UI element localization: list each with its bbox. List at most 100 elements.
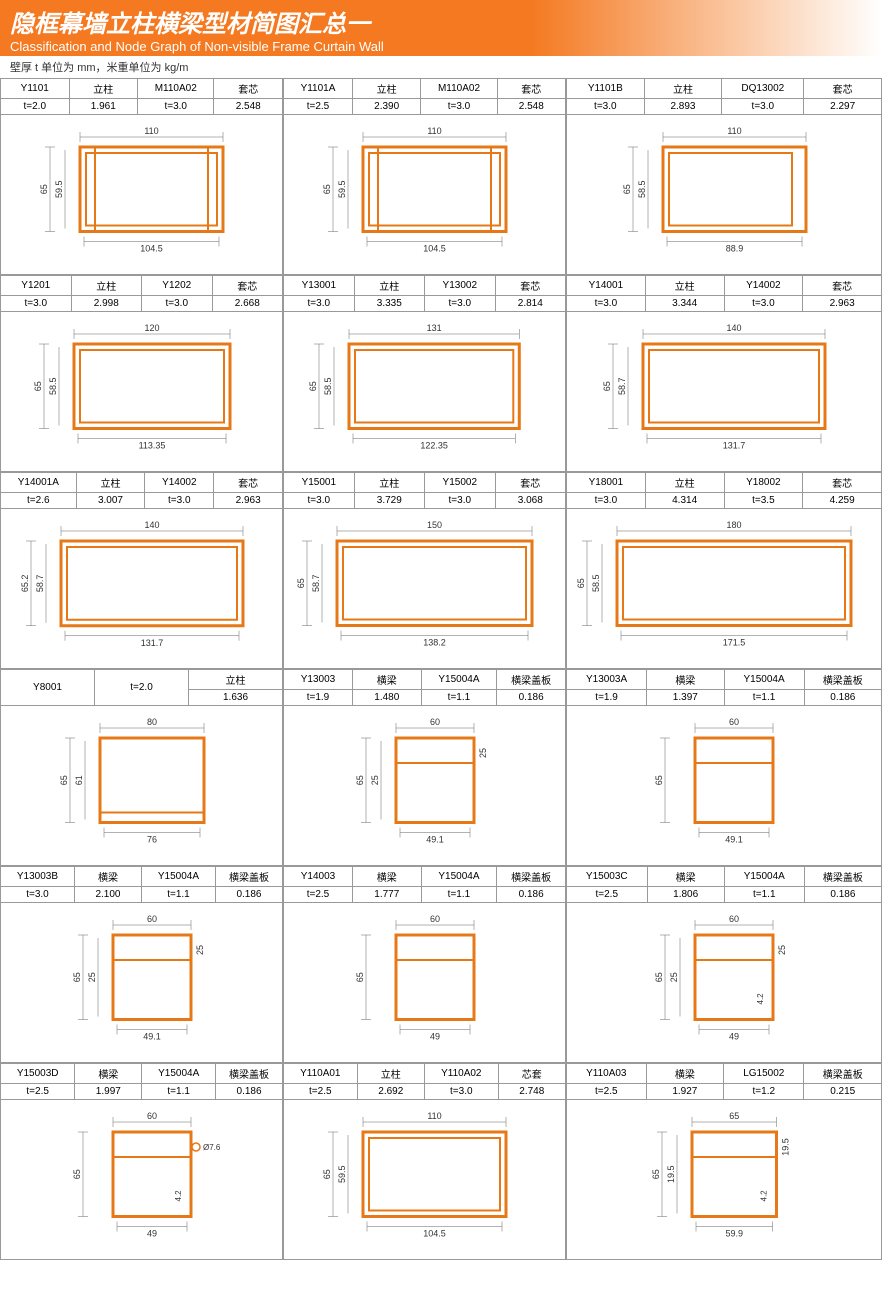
val-cell: t=3.0 (1, 296, 72, 312)
hdr-cell: Y15004A (724, 867, 804, 887)
val-cell: t=3.0 (1, 887, 75, 903)
val-cell: t=3.0 (567, 296, 646, 312)
hdr-cell: Y1101A (284, 79, 353, 99)
val-cell: t=1.1 (421, 887, 497, 903)
profile-grid: Y1101立柱M110A02套芯t=2.01.961t=3.02.548 110 6… (0, 78, 882, 1260)
hdr-cell: 立柱 (354, 473, 424, 493)
spec-table: Y13001立柱Y13002套芯t=3.03.335t=3.02.814 (283, 275, 566, 312)
hdr-cell: Y1101B (567, 79, 645, 99)
svg-text:25: 25 (87, 972, 97, 982)
val-cell: t=3.0 (142, 296, 213, 312)
svg-text:25: 25 (370, 775, 380, 785)
profile-cell: Y1101A立柱M110A02套芯t=2.52.390t=3.02.548110… (283, 78, 566, 275)
val-cell: 2.668 (212, 296, 283, 312)
hdr-cell: 横梁盖板 (497, 670, 566, 690)
hdr-cell: Y14001A (1, 473, 77, 493)
hdr-cell: 套芯 (803, 473, 882, 493)
svg-text:65: 65 (651, 1169, 661, 1179)
diagram: 1506558.7138.2 (283, 509, 566, 669)
svg-text:49: 49 (429, 1032, 439, 1042)
profile-cell: Y1201立柱Y1202套芯t=3.02.998t=3.02.668120655… (0, 275, 283, 472)
val-cell: t=2.5 (1, 1084, 75, 1100)
val-cell: t=3.0 (424, 296, 495, 312)
hdr-cell: Y15004A (421, 670, 497, 690)
profile-cell: Y13003A横梁Y15004A横梁盖板t=1.91.397t=1.10.186… (566, 669, 882, 866)
spec-table: Y14003横梁Y15004A横梁盖板t=2.51.777t=1.10.186 (283, 866, 566, 903)
profile-cell: Y15003D横梁Y15004A横梁盖板t=2.51.997t=1.10.186… (0, 1063, 283, 1260)
svg-text:131.7: 131.7 (140, 638, 162, 648)
hdr-cell: Y13003 (284, 670, 353, 690)
hdr-cell: 横梁盖板 (216, 1064, 283, 1084)
hdr-cell: Y13001 (284, 276, 355, 296)
val-cell: 4.314 (645, 493, 724, 509)
svg-text:65: 65 (33, 381, 43, 391)
val-cell: t=1.1 (142, 1084, 216, 1100)
svg-text:49: 49 (729, 1032, 739, 1042)
spec-table: Y110A01立柱Y110A02芯套t=2.52.692t=3.02.748 (283, 1063, 566, 1100)
val-cell: 3.344 (645, 296, 724, 312)
hdr-cell: 套芯 (803, 276, 882, 296)
svg-text:60: 60 (146, 915, 156, 924)
val-cell: t=3.0 (421, 99, 497, 115)
svg-text:19.5: 19.5 (666, 1166, 676, 1184)
svg-text:65: 65 (296, 578, 306, 588)
svg-text:180: 180 (726, 521, 741, 530)
svg-text:110: 110 (427, 127, 441, 136)
svg-text:61: 61 (74, 775, 84, 785)
profile-cell: Y1101B立柱DQ13002套芯t=3.02.893t=3.02.297110… (566, 78, 882, 275)
hdr-cell: M110A02 (421, 79, 497, 99)
hdr-cell: 芯套 (498, 1064, 565, 1084)
hdr-cell: 立柱 (352, 79, 420, 99)
hdr-cell: Y15004A (421, 867, 497, 887)
svg-text:150: 150 (427, 521, 442, 530)
profile-cell: Y13001立柱Y13002套芯t=3.03.335t=3.02.8141316… (283, 275, 566, 472)
svg-text:65: 65 (322, 184, 332, 194)
svg-text:4.2: 4.2 (759, 1190, 768, 1202)
profile-cell: Y14003横梁Y15004A横梁盖板t=2.51.777t=1.10.186 6… (283, 866, 566, 1063)
val-cell: t=3.0 (145, 493, 214, 509)
hdr-cell: 横梁 (74, 867, 141, 887)
svg-text:65: 65 (654, 972, 664, 982)
val-cell: t=2.5 (284, 1084, 358, 1100)
hdr-cell: 立柱 (645, 473, 724, 493)
svg-text:58.5: 58.5 (591, 575, 601, 593)
spec-table: Y1101立柱M110A02套芯t=2.01.961t=3.02.548 (0, 78, 283, 115)
svg-text:65: 65 (72, 1169, 82, 1179)
svg-text:65: 65 (39, 184, 49, 194)
hdr-cell: Y1201 (1, 276, 72, 296)
hdr-cell: 套芯 (214, 473, 283, 493)
hdr-cell: Y14002 (145, 473, 214, 493)
diagram: 60652549.125 (0, 903, 283, 1063)
hdr-cell: 立柱 (645, 276, 724, 296)
spec-table: Y15003D横梁Y15004A横梁盖板t=2.51.997t=1.10.186 (0, 1063, 283, 1100)
svg-text:25: 25 (195, 945, 205, 955)
val-cell: t=3.0 (724, 296, 803, 312)
svg-text:60: 60 (429, 915, 439, 924)
hdr-cell: Y110A02 (425, 1064, 499, 1084)
val-cell: t=2.5 (284, 887, 353, 903)
spec-table: Y1201立柱Y1202套芯t=3.02.998t=3.02.668 (0, 275, 283, 312)
val-cell: 2.548 (497, 99, 565, 115)
val-cell: t=1.1 (724, 690, 804, 706)
val-cell: 2.893 (644, 99, 722, 115)
svg-text:110: 110 (144, 127, 158, 136)
svg-text:131: 131 (427, 324, 442, 333)
val-cell: t=3.5 (724, 493, 803, 509)
val-cell: 1.777 (352, 887, 421, 903)
diagram: 656519.54.259.919.5 (566, 1100, 882, 1260)
val-cell: t=2.5 (567, 1084, 647, 1100)
svg-text:65: 65 (72, 972, 82, 982)
val-cell: t=1.1 (142, 887, 216, 903)
val-cell: 1.961 (69, 99, 138, 115)
svg-text:25: 25 (478, 748, 488, 758)
svg-text:120: 120 (144, 324, 159, 333)
profile-cell: Y1101立柱M110A02套芯t=2.01.961t=3.02.548 110 6… (0, 78, 283, 275)
svg-text:60: 60 (729, 915, 739, 924)
val-cell: 0.186 (804, 690, 881, 706)
val-cell: t=3.0 (424, 493, 495, 509)
spec-table: Y18001立柱Y18002套芯t=3.04.314t=3.54.259 (566, 472, 882, 509)
profile-cell: Y15001立柱Y15002套芯t=3.03.729t=3.03.0681506… (283, 472, 566, 669)
svg-text:Ø7.6: Ø7.6 (203, 1143, 221, 1152)
svg-text:25: 25 (777, 945, 787, 955)
svg-text:80: 80 (146, 718, 156, 727)
